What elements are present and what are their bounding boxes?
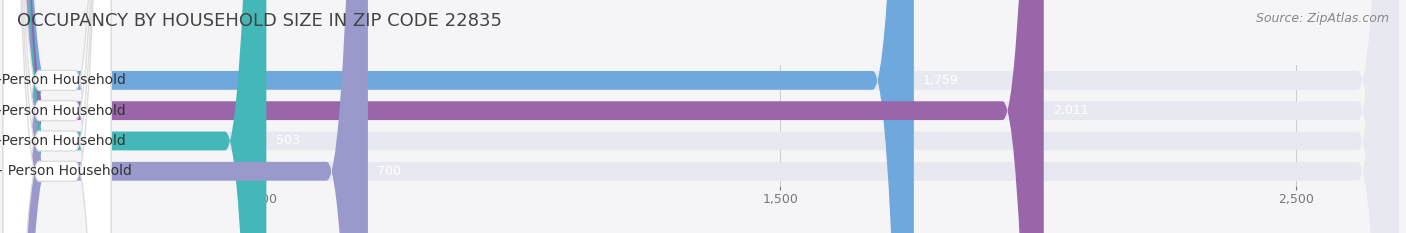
Text: 1,759: 1,759 bbox=[924, 74, 959, 87]
FancyBboxPatch shape bbox=[7, 0, 1399, 233]
Text: Source: ZipAtlas.com: Source: ZipAtlas.com bbox=[1256, 12, 1389, 25]
FancyBboxPatch shape bbox=[3, 0, 111, 233]
Text: 3-Person Household: 3-Person Household bbox=[0, 134, 127, 148]
FancyBboxPatch shape bbox=[3, 0, 111, 233]
Text: OCCUPANCY BY HOUSEHOLD SIZE IN ZIP CODE 22835: OCCUPANCY BY HOUSEHOLD SIZE IN ZIP CODE … bbox=[17, 12, 502, 30]
FancyBboxPatch shape bbox=[7, 0, 1399, 233]
Text: 1-Person Household: 1-Person Household bbox=[0, 73, 127, 87]
Text: 4+ Person Household: 4+ Person Household bbox=[0, 164, 132, 178]
FancyBboxPatch shape bbox=[7, 0, 1043, 233]
FancyBboxPatch shape bbox=[7, 0, 914, 233]
FancyBboxPatch shape bbox=[7, 0, 368, 233]
Text: 2,011: 2,011 bbox=[1053, 104, 1088, 117]
FancyBboxPatch shape bbox=[3, 0, 111, 233]
Text: 503: 503 bbox=[276, 134, 299, 147]
FancyBboxPatch shape bbox=[7, 0, 1399, 233]
FancyBboxPatch shape bbox=[3, 0, 111, 233]
Text: 700: 700 bbox=[377, 165, 401, 178]
FancyBboxPatch shape bbox=[7, 0, 266, 233]
Text: 2-Person Household: 2-Person Household bbox=[0, 104, 127, 118]
FancyBboxPatch shape bbox=[7, 0, 1399, 233]
